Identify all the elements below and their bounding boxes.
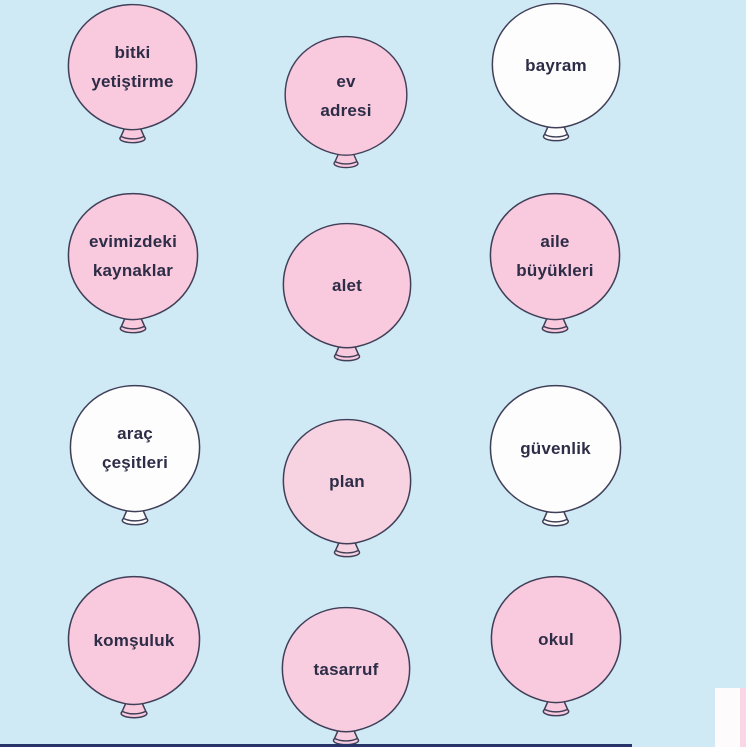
balloon-body — [67, 3, 198, 131]
page-right-scan-margin — [715, 688, 746, 747]
balloon-body — [489, 192, 621, 321]
balloon-tasarruf: tasarruf — [278, 606, 414, 747]
balloon-body — [490, 575, 622, 704]
balloon-ev-adresi: ev adresi — [281, 35, 411, 173]
balloon-icon — [284, 35, 408, 169]
balloon-icon — [281, 606, 411, 746]
balloon-komsuluk: komşuluk — [64, 575, 204, 723]
page-bottom-edge-line — [0, 744, 632, 747]
balloon-body — [284, 35, 408, 156]
balloon-okul: okul — [487, 575, 625, 721]
balloon-body — [281, 606, 411, 733]
balloon-icon — [282, 418, 412, 558]
balloon-body — [67, 192, 199, 321]
page-right-edge-sliver — [740, 688, 746, 747]
balloon-icon — [282, 222, 412, 362]
balloon-icon — [489, 192, 621, 334]
balloon-icon — [491, 2, 621, 142]
balloon-guvenlik: güvenlik — [486, 384, 625, 531]
balloon-icon — [67, 192, 199, 334]
balloon-bitki-yetistirme: bitki yetiştirme — [64, 3, 201, 148]
balloon-body — [67, 575, 201, 706]
balloon-body — [491, 2, 621, 129]
balloon-body — [69, 384, 201, 513]
balloon-icon — [67, 575, 201, 719]
balloon-arac-cesitleri: araç çeşitleri — [66, 384, 204, 530]
balloon-aile-buyukleri: aile büyükleri — [486, 192, 624, 338]
balloon-alet: alet — [279, 222, 415, 366]
balloon-plan: plan — [279, 418, 415, 562]
balloon-bayram: bayram — [488, 2, 624, 146]
balloon-body — [282, 222, 412, 349]
balloon-body — [489, 384, 622, 514]
balloon-icon — [490, 575, 622, 717]
balloon-icon — [489, 384, 622, 527]
balloon-icon — [67, 3, 198, 144]
balloon-icon — [69, 384, 201, 526]
balloon-evimizdeki-kaynaklar: evimizdeki kaynaklar — [64, 192, 202, 338]
balloon-body — [282, 418, 412, 545]
